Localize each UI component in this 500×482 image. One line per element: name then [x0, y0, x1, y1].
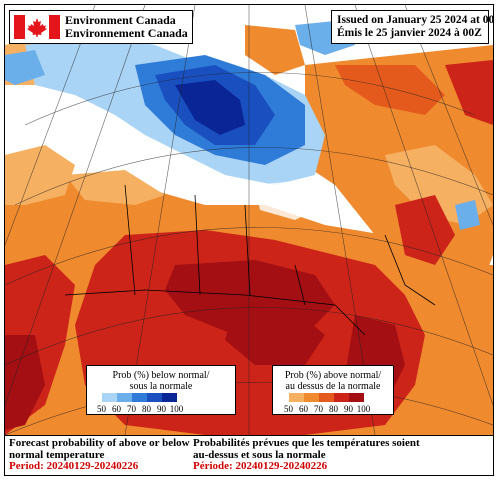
footer-title-en-line2: normal temperature: [9, 448, 105, 461]
legend-tick-label: 50: [97, 404, 106, 414]
legend-tick-label: 60: [112, 404, 121, 414]
legend-above-title-line1: Prob (%) above normal/: [284, 370, 382, 381]
legend-below-ticks: 50 60 70 80 90 100: [94, 404, 184, 414]
legend-swatch: [147, 393, 162, 402]
footer-period-fr: Période: 20240129-20240226: [193, 460, 328, 472]
legend-tick-label: 100: [356, 404, 371, 414]
legend-below-normal: Prob (%) below normal/ sous la normale 5…: [86, 365, 236, 415]
legend-above-colorbar: [289, 393, 364, 402]
footer-french: Probabilités prévues que les température…: [193, 437, 489, 473]
legend-tick-label: 100: [169, 404, 184, 414]
legend-below-title: Prob (%) below normal/ sous la normale: [87, 370, 235, 392]
legend-tick-label: 90: [344, 404, 353, 414]
legend-tick-label: 90: [157, 404, 166, 414]
legend-tick-label: 60: [299, 404, 308, 414]
legend-above-title-line2: au dessus de la normale: [285, 381, 381, 392]
legend-swatch: [334, 393, 349, 402]
issue-date-box: Issued on January 25 2024 at 00Z Émis le…: [331, 10, 494, 44]
footer-caption: Forecast probability of above or below n…: [5, 435, 493, 475]
issued-en: Issued on January 25 2024 at 00Z: [337, 14, 494, 26]
footer-english: Forecast probability of above or below n…: [9, 437, 195, 473]
legend-swatch: [162, 393, 177, 402]
legend-below-title-line1: Prob (%) below normal/: [112, 370, 210, 381]
footer-title-fr-line2: au-dessus et sous la normale: [193, 448, 326, 461]
legend-tick-label: 80: [142, 404, 151, 414]
org-name-en: Environment Canada: [65, 13, 176, 27]
legend-above-ticks: 50 60 70 80 90 100: [281, 404, 371, 414]
legend-below-title-line2: sous la normale: [129, 381, 193, 392]
legend-swatch: [102, 393, 117, 402]
footer-period-en: Period: 20240129-20240226: [9, 460, 139, 472]
legend-swatch: [289, 393, 304, 402]
legend-tick-label: 70: [127, 404, 136, 414]
legend-above-title: Prob (%) above normal/ au dessus de la n…: [273, 370, 393, 392]
legend-tick-label: 70: [314, 404, 323, 414]
legend-tick-label: 80: [329, 404, 338, 414]
issued-fr: Émis le 25 janvier 2024 à 00Z: [337, 27, 482, 39]
legend-swatch: [319, 393, 334, 402]
canada-flag-icon: [14, 15, 60, 39]
probability-map: [5, 5, 493, 435]
environment-canada-logo: Environment Canada Environnement Canada: [9, 10, 193, 44]
org-name-fr: Environnement Canada: [65, 26, 188, 40]
legend-swatch: [132, 393, 147, 402]
legend-below-colorbar: [102, 393, 177, 402]
legend-swatch: [349, 393, 364, 402]
legend-swatch: [117, 393, 132, 402]
footer-title-fr-line1: Probabilités prévues que les température…: [193, 437, 420, 449]
forecast-map-frame: Environment Canada Environnement Canada …: [4, 4, 494, 476]
legend-swatch: [304, 393, 319, 402]
legend-above-normal: Prob (%) above normal/ au dessus de la n…: [272, 365, 394, 415]
footer-title-en-line1: Forecast probability of above or below: [9, 437, 190, 449]
legend-tick-label: 50: [284, 404, 293, 414]
